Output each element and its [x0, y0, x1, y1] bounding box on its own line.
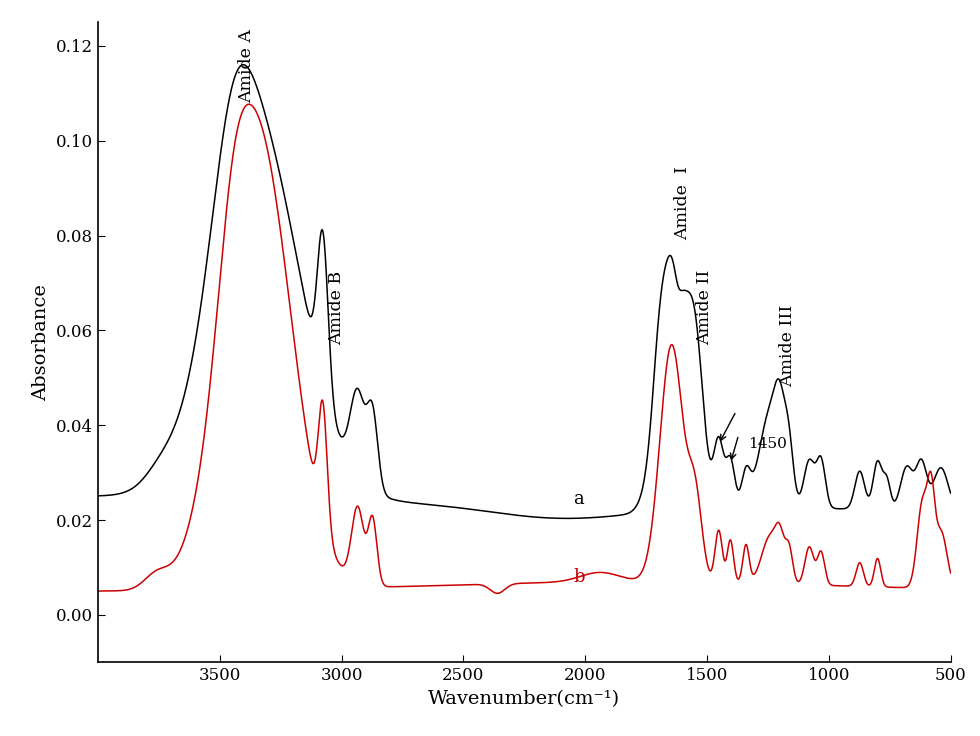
X-axis label: Wavenumber(cm⁻¹): Wavenumber(cm⁻¹)	[428, 690, 620, 708]
Text: Amide  I: Amide I	[674, 166, 691, 240]
Text: a: a	[573, 489, 584, 508]
Text: Amide II: Amide II	[696, 269, 713, 344]
Text: Amide B: Amide B	[328, 271, 345, 344]
Text: Amide A: Amide A	[238, 29, 255, 103]
Text: 1450: 1450	[749, 437, 787, 451]
Text: b: b	[573, 567, 584, 586]
Y-axis label: Absorbance: Absorbance	[32, 284, 50, 400]
Text: Amide III: Amide III	[779, 305, 796, 387]
